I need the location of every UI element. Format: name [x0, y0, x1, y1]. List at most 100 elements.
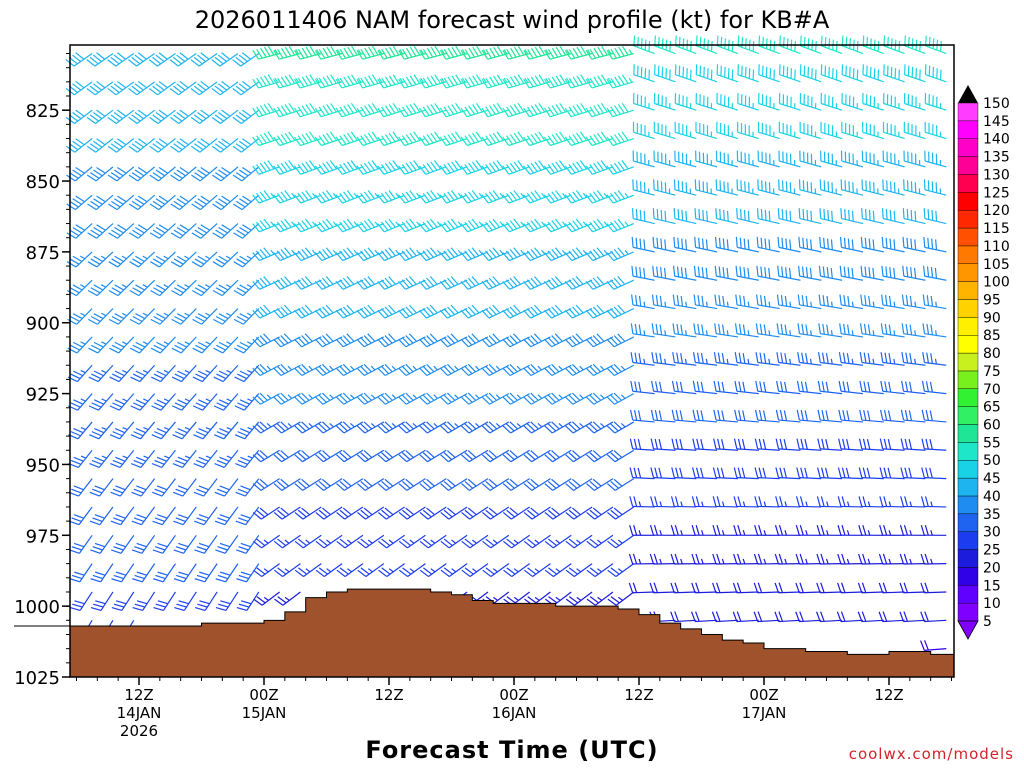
wind-barb-staff [613, 224, 633, 232]
wind-barb-staff [386, 422, 405, 433]
wind-barb-feather [888, 468, 891, 478]
wind-barb-feather [683, 38, 684, 48]
wind-barb [757, 237, 779, 252]
wind-barb-feather [839, 352, 841, 362]
wind-barb-feather [782, 238, 783, 248]
wind-barb-staff [204, 535, 217, 553]
wind-barb-feather [903, 237, 904, 247]
wind-barb [503, 334, 530, 347]
wind-barb-staff [615, 422, 634, 433]
wind-barb [756, 352, 780, 365]
wind-barb [675, 122, 696, 139]
wind-barb-feather [829, 38, 830, 48]
wind-barb-feather [819, 323, 821, 333]
wind-barb-feather [861, 323, 863, 333]
wind-barb [839, 410, 863, 422]
wind-barb [714, 410, 738, 422]
wind-barb-feather [848, 239, 849, 249]
wind-barb-feather [811, 211, 812, 221]
wind-barb [131, 394, 155, 411]
wind-barb [607, 276, 634, 289]
wind-barb-feather [157, 515, 167, 519]
wind-barb-staff [675, 104, 696, 111]
wind-barb-feather [213, 319, 222, 324]
wind-barb-feather [901, 468, 904, 478]
wind-barb-feather [135, 575, 145, 578]
wind-barb-half-feather [226, 313, 231, 315]
wind-barb-staff [449, 507, 467, 519]
wind-barb [737, 208, 759, 223]
wind-barb-staff [282, 479, 301, 491]
wind-barb-staff [800, 161, 821, 167]
wind-barb-half-feather [354, 250, 357, 254]
wind-barb [129, 224, 154, 239]
wind-barb [862, 208, 884, 223]
wind-barb [109, 224, 134, 239]
wind-barb-staff [119, 365, 134, 381]
wind-barb-feather [864, 353, 866, 363]
wind-barb-staff [696, 276, 718, 280]
wind-barb-staff [883, 362, 905, 365]
wind-barb-staff [95, 110, 112, 123]
wind-barb [109, 252, 134, 267]
wind-barb-feather [806, 267, 807, 277]
wind-barb-feather [220, 601, 230, 604]
wind-barb-staff [695, 362, 717, 365]
wind-barb [111, 479, 134, 496]
wind-barb [778, 208, 800, 223]
wind-barb [652, 323, 675, 337]
wind-barb-feather [157, 429, 167, 433]
wind-barb-feather [72, 518, 82, 522]
wind-barb-staff [184, 564, 196, 582]
wind-barb-feather [651, 410, 653, 420]
wind-barb-half-feather [473, 597, 477, 600]
wind-barb-half-feather [81, 370, 86, 372]
wind-barb [274, 305, 301, 318]
wind-barb-staff [183, 507, 196, 525]
wind-barb-staff [759, 132, 780, 138]
wind-barb-feather [154, 432, 164, 436]
wind-barb-half-feather [143, 313, 148, 315]
wind-barb-staff [595, 592, 613, 605]
wind-barb-feather [719, 267, 720, 277]
wind-barb-staff [821, 219, 842, 224]
wind-barb-feather [193, 435, 203, 439]
wind-barb [675, 93, 696, 110]
wind-barb-feather [907, 238, 908, 248]
wind-barb-staff [490, 507, 508, 519]
wind-barb-half-feather [538, 395, 542, 399]
wind-barb-feather [822, 381, 824, 391]
wind-barb-feather [196, 403, 206, 407]
wind-barb-feather [172, 377, 181, 381]
wind-barb-feather [800, 525, 803, 535]
wind-barb-feather [824, 209, 825, 219]
wind-barb [171, 280, 196, 295]
wind-barb-feather [631, 352, 633, 362]
wind-barb [696, 93, 717, 110]
wind-barb-feather [154, 317, 163, 322]
wind-barb-feather [776, 439, 778, 449]
wind-barb-feather [156, 604, 166, 607]
wind-barb-staff [344, 450, 363, 461]
wind-barb [90, 535, 113, 553]
wind-barb-feather [153, 579, 163, 582]
wind-barb-half-feather [247, 370, 252, 372]
wind-barb [633, 151, 654, 167]
wind-barb-feather [936, 211, 937, 221]
wind-barb-feather [682, 210, 683, 220]
wind-barb-staff [552, 422, 571, 433]
wind-barb [565, 334, 592, 347]
wind-barb-half-feather [143, 342, 148, 344]
wind-barb-feather [109, 348, 118, 353]
wind-barb-feather [71, 374, 80, 378]
wind-barb [799, 208, 821, 223]
wind-barb-feather [114, 604, 124, 607]
wind-barb-feather [931, 267, 932, 277]
wind-barb-feather [821, 525, 824, 535]
wind-barb [696, 64, 717, 82]
wind-barb-staff [532, 507, 550, 519]
wind-barb-feather [219, 314, 228, 319]
wind-barb-feather [781, 381, 783, 391]
wind-barb [882, 237, 904, 252]
wind-barb-feather [94, 342, 103, 347]
